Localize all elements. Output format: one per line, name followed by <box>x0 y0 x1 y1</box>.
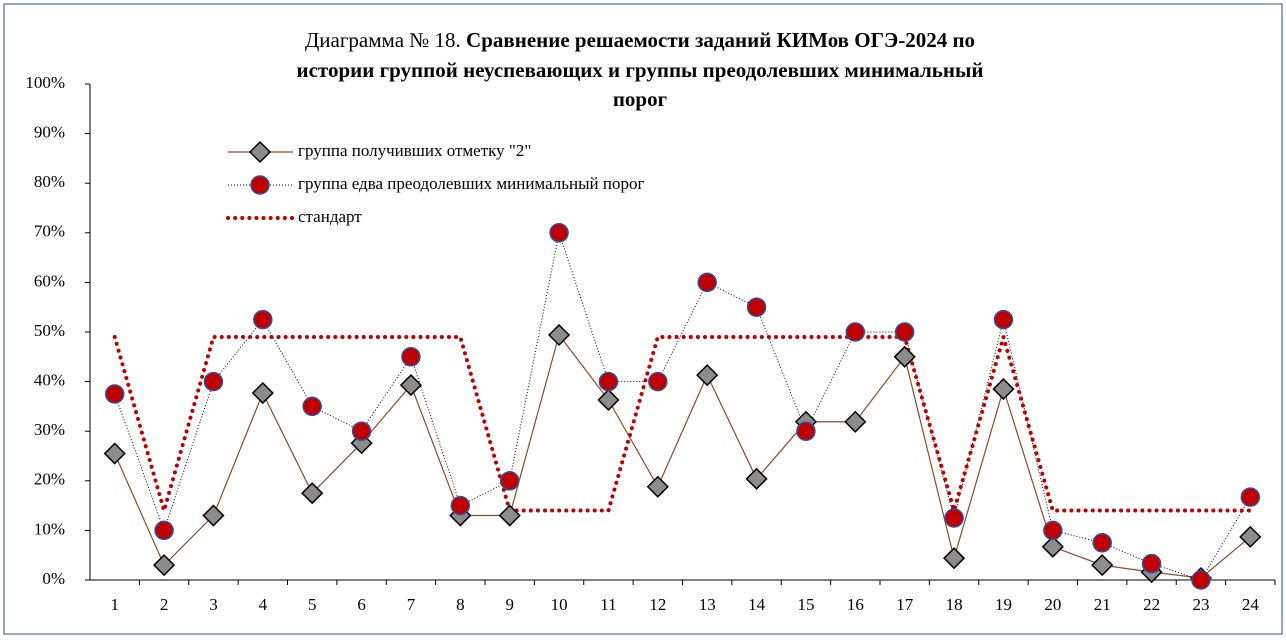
x-tick-label: 8 <box>456 595 465 614</box>
marker <box>746 297 767 317</box>
marker <box>301 482 324 505</box>
marker <box>103 442 126 465</box>
marker <box>1240 487 1261 507</box>
marker <box>993 309 1014 330</box>
y-tick-label: 30% <box>34 420 65 439</box>
series-line <box>112 329 1253 518</box>
marker <box>648 371 668 392</box>
marker <box>992 377 1015 401</box>
marker <box>745 467 768 490</box>
x-tick-label: 24 <box>1242 595 1260 614</box>
y-tick-label: 50% <box>34 321 65 340</box>
x-tick-label: 2 <box>160 595 169 614</box>
y-tick-label: 90% <box>34 123 65 142</box>
legend-label: группа едва преодолевших минимальный пор… <box>298 174 644 193</box>
marker <box>1191 570 1211 590</box>
marker <box>253 309 273 330</box>
x-tick-label: 20 <box>1044 595 1061 614</box>
legend-label: стандарт <box>298 207 362 226</box>
x-tick-label: 17 <box>896 595 914 614</box>
marker <box>1091 554 1114 577</box>
y-tick-label: 80% <box>34 172 65 191</box>
marker <box>646 475 669 498</box>
x-tick-label: 3 <box>209 595 218 614</box>
marker <box>203 371 224 392</box>
marker <box>845 322 866 342</box>
x-tick-label: 18 <box>946 595 963 614</box>
marker <box>450 495 471 516</box>
x-tick-label: 5 <box>308 595 317 614</box>
x-tick-label: 10 <box>551 595 568 614</box>
marker <box>796 421 816 441</box>
marker <box>302 396 322 417</box>
y-tick-label: 10% <box>34 519 65 538</box>
marker <box>250 175 270 195</box>
marker <box>154 520 174 541</box>
x-tick-label: 13 <box>699 595 716 614</box>
marker <box>104 384 125 404</box>
chart-title: Диаграмма № 18. Сравнение решаемости зад… <box>305 28 975 52</box>
marker <box>597 388 620 412</box>
marker <box>1239 525 1262 548</box>
marker <box>548 323 571 347</box>
title-line: истории группой неуспевающих и группы пр… <box>297 58 984 82</box>
marker <box>1041 535 1064 558</box>
marker <box>248 140 272 164</box>
x-tick-label: 16 <box>847 595 864 614</box>
y-tick-label: 40% <box>34 371 65 390</box>
x-tick-label: 23 <box>1192 595 1209 614</box>
y-tick-label: 70% <box>34 222 65 241</box>
x-tick-label: 21 <box>1094 595 1111 614</box>
marker <box>598 371 619 392</box>
marker <box>944 508 964 528</box>
marker <box>251 381 274 405</box>
marker <box>549 223 569 243</box>
chart-frame <box>3 3 1283 635</box>
x-tick-label: 15 <box>797 595 814 614</box>
marker <box>894 322 915 342</box>
marker <box>498 504 521 527</box>
title-line: порог <box>613 87 667 111</box>
x-tick-label: 11 <box>600 595 616 614</box>
legend-label: группа получивших отметку "2" <box>298 141 531 160</box>
marker <box>844 410 867 433</box>
marker <box>1141 553 1162 574</box>
marker <box>153 554 176 577</box>
x-tick-label: 19 <box>995 595 1012 614</box>
marker <box>1043 520 1063 541</box>
x-tick-label: 7 <box>407 595 416 614</box>
marker <box>696 364 719 387</box>
x-tick-label: 1 <box>110 595 119 614</box>
marker <box>399 374 422 397</box>
title-line: Сравнение решаемости заданий КИМов ОГЭ-2… <box>466 28 975 52</box>
x-tick-label: 4 <box>259 595 268 614</box>
x-tick-label: 22 <box>1143 595 1160 614</box>
title-prefix: Диаграмма № 18. <box>305 28 461 52</box>
marker <box>1092 533 1112 553</box>
x-tick-label: 6 <box>357 595 366 614</box>
marker <box>499 471 520 491</box>
marker <box>943 547 966 570</box>
y-tick-label: 100% <box>25 73 65 92</box>
y-tick-label: 60% <box>34 271 65 290</box>
x-tick-label: 9 <box>505 595 514 614</box>
x-tick-label: 14 <box>748 595 766 614</box>
y-tick-label: 20% <box>34 470 65 489</box>
marker <box>401 347 421 367</box>
y-tick-label: 0% <box>42 569 65 588</box>
series-line <box>114 333 1251 579</box>
marker <box>351 421 372 441</box>
marker <box>202 504 225 527</box>
x-tick-label: 12 <box>649 595 666 614</box>
marker <box>893 345 916 368</box>
marker <box>697 272 717 293</box>
